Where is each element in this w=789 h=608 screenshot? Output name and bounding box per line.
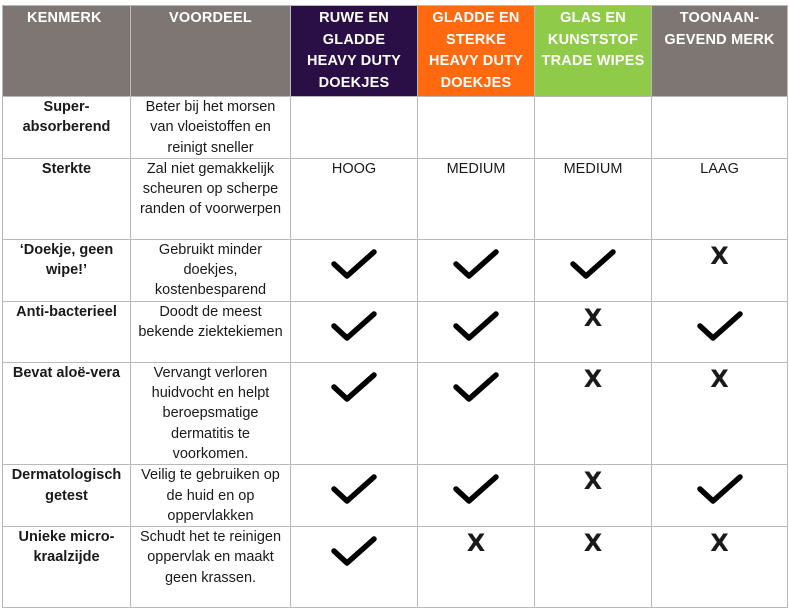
checkmark-icon — [570, 249, 616, 279]
mark-cell — [651, 300, 788, 363]
x-mark-icon: X — [710, 364, 729, 393]
mark-cell: X — [417, 526, 535, 608]
header-toonaangevend-merk: TOONAAN-GEVEND MERK — [651, 5, 788, 97]
checkmark-icon — [331, 474, 377, 505]
benefit-cell: Gebruikt minder doekjes, kostenbesparend — [130, 238, 291, 302]
x-mark-icon: X — [710, 241, 729, 270]
mark-cell — [417, 464, 535, 528]
mark-cell: X — [534, 300, 652, 363]
checkmark-icon — [331, 372, 377, 402]
checkmark-icon — [696, 311, 743, 341]
mark-cell — [290, 464, 418, 528]
mark-cell — [534, 238, 652, 302]
checkmark-icon — [331, 536, 377, 566]
benefit-cell: Beter bij het morsen van vloeistoffen en… — [130, 96, 291, 159]
x-mark-icon: X — [583, 303, 603, 332]
table-row: Dermatologisch getest Veilig te gebruike… — [2, 464, 788, 528]
checkmark-icon — [453, 249, 499, 279]
mark-cell: X — [534, 361, 652, 466]
rating-cell: LAAG — [651, 157, 788, 240]
feature-cell: Bevat aloë-vera — [2, 361, 131, 466]
x-mark-icon: X — [583, 529, 603, 558]
comparison-table: KENMERK VOORDEEL RUWE EN GLADDE HEAVY DU… — [2, 5, 788, 608]
feature-cell: ‘Doekje, geen wipe!’ — [2, 238, 131, 302]
header-kenmerk: KENMERK — [2, 5, 131, 97]
feature-cell: Unieke micro-kraalzijde — [2, 526, 131, 608]
rating-cell: HOOG — [290, 157, 418, 240]
rating-cell: MEDIUM — [534, 157, 652, 240]
value-cell — [290, 96, 418, 159]
x-mark-icon: X — [466, 529, 486, 558]
checkmark-icon — [331, 311, 377, 341]
mark-cell: X — [651, 238, 788, 302]
table-row: Bevat aloë-vera Vervangt verloren huidvo… — [2, 361, 788, 466]
value-cell — [651, 96, 788, 159]
header-row: KENMERK VOORDEEL RUWE EN GLADDE HEAVY DU… — [2, 5, 788, 97]
checkmark-icon — [696, 474, 743, 505]
header-gladde-en-sterke: GLADDE EN STERKE HEAVY DUTY DOEKJES — [417, 5, 535, 97]
table-row: Super-absorberend Beter bij het morsen v… — [2, 96, 788, 159]
mark-cell: X — [534, 464, 652, 528]
table-row: Sterkte Zal niet gemakkelijk scheuren op… — [2, 157, 788, 240]
table-row: Unieke micro-kraalzijde Schudt het te re… — [2, 526, 788, 608]
mark-cell: X — [651, 361, 788, 466]
mark-cell — [290, 300, 418, 363]
mark-cell — [290, 238, 418, 302]
mark-cell — [290, 361, 418, 466]
value-cell — [534, 96, 652, 159]
checkmark-icon — [453, 474, 499, 505]
value-cell — [417, 96, 535, 159]
benefit-cell: Zal niet gemakkelijk scheuren op scherpe… — [130, 157, 291, 240]
x-mark-icon: X — [583, 364, 603, 393]
table-row: Anti-bacterieel Doodt de meest bekende z… — [2, 300, 788, 363]
feature-cell: Super-absorberend — [2, 96, 131, 159]
benefit-cell: Schudt het te reinigen oppervlak en maak… — [130, 526, 291, 608]
x-mark-icon: X — [583, 467, 603, 496]
mark-cell — [290, 526, 418, 608]
mark-cell — [417, 361, 535, 466]
mark-cell: X — [651, 526, 788, 608]
x-mark-icon: X — [710, 529, 729, 558]
checkmark-icon — [331, 249, 377, 279]
rating-cell: MEDIUM — [417, 157, 535, 240]
table-row: ‘Doekje, geen wipe!’ Gebruikt minder doe… — [2, 238, 788, 302]
mark-cell — [651, 464, 788, 528]
header-voordeel: VOORDEEL — [130, 5, 291, 97]
mark-cell: X — [534, 526, 652, 608]
header-ruwe-en-gladde: RUWE EN GLADDE HEAVY DUTY DOEKJES — [290, 5, 418, 97]
checkmark-icon — [453, 311, 499, 341]
mark-cell — [417, 238, 535, 302]
feature-cell: Sterkte — [2, 157, 131, 240]
feature-cell: Anti-bacterieel — [2, 300, 131, 363]
header-glas-en-kunststof: GLAS EN KUNSTSTOF TRADE WIPES — [534, 5, 652, 97]
mark-cell — [417, 300, 535, 363]
benefit-cell: Vervangt verloren huidvocht en helpt ber… — [130, 361, 291, 466]
feature-cell: Dermatologisch getest — [2, 464, 131, 528]
checkmark-icon — [453, 372, 499, 402]
benefit-cell: Veilig te gebruiken op de huid en op opp… — [130, 464, 291, 528]
benefit-cell: Doodt de meest bekende ziektekiemen — [130, 300, 291, 363]
